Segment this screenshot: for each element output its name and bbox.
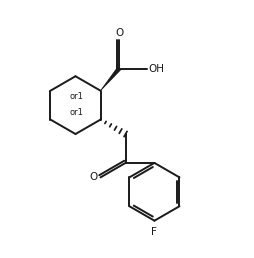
- Text: OH: OH: [149, 63, 165, 74]
- Text: or1: or1: [70, 108, 84, 117]
- Text: O: O: [90, 172, 98, 182]
- Text: F: F: [151, 227, 157, 237]
- Text: O: O: [115, 28, 123, 38]
- Polygon shape: [101, 67, 121, 91]
- Text: or1: or1: [70, 92, 84, 101]
